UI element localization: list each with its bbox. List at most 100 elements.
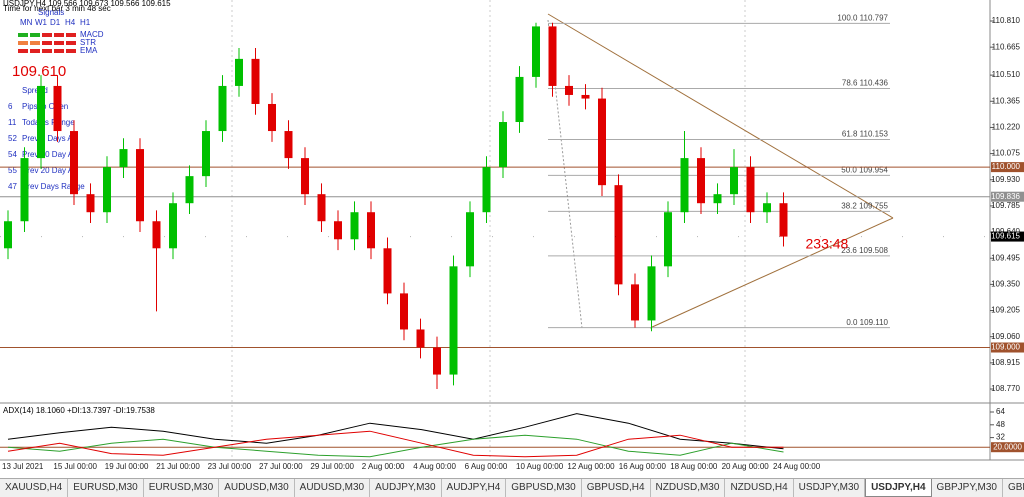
tab[interactable]: EURUSD,M30 [144, 479, 220, 497]
x-tick-label: 12 Aug 00:00 [567, 462, 615, 471]
stat-label: Prev 5 Days Av [22, 134, 77, 143]
tab[interactable]: NZDUSD,H4 [725, 479, 794, 497]
candle-body [235, 58, 243, 86]
fib-label: 50.0 109.954 [841, 166, 888, 175]
price-level-box [991, 342, 1024, 353]
candle-body [697, 158, 705, 204]
y-tick-label: 109.060 [991, 332, 1020, 341]
signal-cell [30, 41, 40, 45]
tab[interactable]: EURUSD,M30 [68, 479, 144, 497]
y-tick-label: 109.205 [991, 306, 1020, 315]
candle-body [317, 194, 326, 222]
signal-cell [18, 41, 28, 45]
tab[interactable]: GBPJPY,M30 [932, 479, 1003, 497]
tab[interactable]: AUDJPY,H4 [442, 479, 507, 497]
y-tick-label: 108.915 [991, 358, 1020, 367]
tab[interactable]: USDJPY,H4 [865, 479, 932, 497]
signal-cell [18, 49, 28, 53]
candle-body [103, 167, 111, 213]
y-tick-label: 32 [996, 433, 1005, 442]
trend-line [649, 217, 894, 329]
tab[interactable]: GBPUSD,H4 [582, 479, 651, 497]
tab-bar: XAUUSD,H4 EURUSD,M30 EURUSD,M30 AUDUSD,M30 A… [0, 478, 1024, 497]
candle-body [746, 167, 755, 213]
candle-body [152, 221, 161, 249]
signal-cell [30, 49, 40, 53]
candle-body [532, 26, 540, 77]
candle-body [301, 158, 309, 195]
x-tick-label: 10 Aug 00:00 [516, 462, 564, 471]
candle-body [466, 212, 474, 267]
y-tick-label: 109.495 [991, 253, 1020, 262]
signal-label: STR [80, 38, 96, 47]
indicator-level-label: 20.0000 [993, 442, 1022, 451]
candle-body [119, 149, 128, 168]
timeframe: H4 [65, 18, 76, 27]
tab[interactable]: GBPJPY,H4 [1003, 479, 1024, 497]
price-level-label: 110.000 [992, 162, 1021, 171]
x-tick-label: 16 Aug 00:00 [619, 462, 667, 471]
signal-cell [54, 49, 64, 53]
candle-body [581, 94, 590, 99]
timer: Time for next bar 3 min 48 sec [3, 4, 111, 13]
y-tick-label: 109.350 [991, 279, 1020, 288]
tab[interactable]: XAUUSD,H4 [0, 479, 69, 497]
stat-value: 6 [8, 102, 13, 111]
timeframe: H1 [80, 18, 91, 27]
tab[interactable]: USDJPY,M30 [794, 479, 866, 497]
tab[interactable]: AUDJPY,M30 [370, 479, 442, 497]
stat-label: Pips to Open [22, 102, 68, 111]
signal-label: EMA [80, 46, 98, 55]
signal-cell [30, 33, 40, 37]
signal-cell [54, 33, 64, 37]
signal-cell [66, 41, 76, 45]
y-tick-label: 110.810 [992, 16, 1021, 25]
candle-body [268, 103, 276, 132]
y-tick-label: 108.770 [991, 384, 1020, 393]
x-tick-label: 27 Jul 00:00 [259, 462, 303, 471]
price-level-label: 109.000 [991, 343, 1020, 352]
signal-cell [42, 49, 52, 53]
x-tick-label: 29 Jul 00:00 [310, 462, 354, 471]
candle-body [482, 167, 491, 213]
candle-body [763, 203, 771, 213]
candle-body [136, 149, 144, 222]
x-tick-label: 2 Aug 00:00 [362, 462, 405, 471]
candle-body [499, 122, 507, 168]
x-tick-label: 4 Aug 00:00 [413, 462, 456, 471]
stat-value: 55 [8, 166, 17, 175]
candle-body [20, 158, 29, 222]
quote: USDJPY,H4 109.566 109.673 109.566 109.61… [3, 0, 171, 8]
price-level-label: 109.836 [991, 192, 1020, 201]
signal-label: MACD [80, 30, 104, 39]
candle-body [713, 194, 722, 204]
x-tick-label: 23 Jul 00:00 [208, 462, 252, 471]
indicator-line [7, 434, 784, 458]
candle-body [631, 284, 639, 321]
indicator-line [7, 413, 784, 450]
stat-label: Prev 20 Day Av [22, 166, 77, 175]
fib-label: 0.0 109.110 [846, 318, 888, 327]
tab[interactable]: AUDUSD,M30 [295, 479, 371, 497]
tab[interactable]: NZDUSD,M30 [651, 479, 726, 497]
indicator-line [7, 430, 784, 458]
fib-label: 78.6 110.436 [842, 79, 889, 88]
candle-body [614, 185, 623, 285]
candle-body [730, 167, 738, 195]
x-tick-label: 13 Jul 2021 [2, 462, 44, 471]
candle-body [416, 329, 425, 348]
tab[interactable]: GBPUSD,M30 [506, 479, 582, 497]
candle-body [515, 76, 524, 123]
chart: USDJPY,H4 109.566 109.673 109.566 109.61… [0, 0, 1024, 473]
candle-body [251, 58, 260, 104]
vertical-grid [231, 0, 746, 458]
candle-body [680, 158, 689, 213]
candle-body [664, 212, 672, 267]
candle-body [565, 85, 573, 95]
y-tick-label: 110.220 [992, 123, 1021, 132]
candle-body [598, 98, 606, 186]
signal-cell [66, 33, 76, 37]
y-tick-label: 109.785 [991, 201, 1020, 210]
candle-body [37, 85, 45, 159]
tab[interactable]: AUDUSD,M30 [219, 479, 295, 497]
